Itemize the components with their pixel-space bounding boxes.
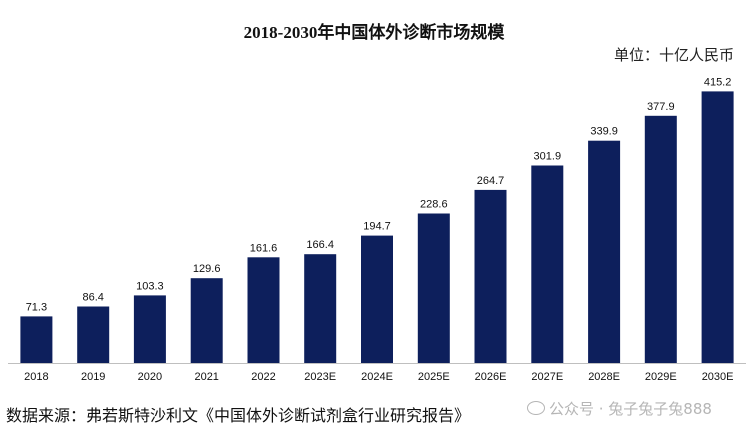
x-tick-label-2030E: 2030E xyxy=(702,371,734,383)
bar-2025E xyxy=(417,213,450,363)
source-note: 数据来源：弗若斯特沙利文《中国体外诊断试剂盒行业研究报告》 xyxy=(6,408,471,425)
x-tick-label-2027E: 2027E xyxy=(531,371,563,383)
value-label-2027E: 301.9 xyxy=(534,151,562,163)
value-label-2018: 71.3 xyxy=(26,301,47,313)
value-label-2024E: 194.7 xyxy=(363,221,391,233)
bar-2021 xyxy=(190,278,223,363)
value-label-2023E: 166.4 xyxy=(306,239,334,251)
x-tick-label-2029E: 2029E xyxy=(645,371,677,383)
value-label-2025E: 228.6 xyxy=(420,199,448,211)
value-label-2022: 161.6 xyxy=(250,242,278,254)
unit-label: 单位：十亿人民币 xyxy=(613,48,734,64)
x-tick-label-2021: 2021 xyxy=(194,371,218,383)
bar-2028E xyxy=(588,140,621,363)
x-tick-label-2023E: 2023E xyxy=(304,371,336,383)
x-tick-label-2019: 2019 xyxy=(81,371,105,383)
bar-2029E xyxy=(644,115,677,363)
bar-2019 xyxy=(77,306,110,363)
bar-2020 xyxy=(133,295,166,363)
value-label-2029E: 377.9 xyxy=(647,101,675,113)
value-label-2020: 103.3 xyxy=(136,280,164,292)
bar-2022 xyxy=(247,257,280,363)
bar-2023E xyxy=(304,254,337,363)
value-label-2019: 86.4 xyxy=(82,292,103,304)
value-label-2030E: 415.2 xyxy=(704,76,732,88)
chart-title: 2018-2030年中国体外诊断市场规模 xyxy=(243,23,505,42)
x-tick-label-2028E: 2028E xyxy=(588,371,620,383)
bar-2018 xyxy=(20,316,53,363)
x-tick-label-2020: 2020 xyxy=(138,371,162,383)
x-tick-label-2018: 2018 xyxy=(24,371,48,383)
wechat-icon xyxy=(527,401,545,415)
value-label-2026E: 264.7 xyxy=(477,175,505,187)
value-label-2028E: 339.9 xyxy=(590,126,618,138)
x-tick-label-2026E: 2026E xyxy=(475,371,507,383)
watermark: 公众号 · 兔子兔子兔888 xyxy=(527,398,712,419)
bar-2030E xyxy=(701,91,734,364)
value-label-2021: 129.6 xyxy=(193,263,221,275)
bar-chart: 71.3 86.4 103.3 129.6 161.6 166.4 194.7 228.6 26… xyxy=(8,76,746,383)
bar-2024E xyxy=(361,235,393,363)
bar-2027E xyxy=(531,165,564,363)
x-tick-label-2024E: 2024E xyxy=(361,371,393,383)
bar-2026E xyxy=(474,189,507,363)
x-tick-label-2025E: 2025E xyxy=(418,371,450,383)
x-tick-label-2022: 2022 xyxy=(251,371,275,383)
watermark-text: 公众号 · 兔子兔子兔888 xyxy=(549,400,712,418)
